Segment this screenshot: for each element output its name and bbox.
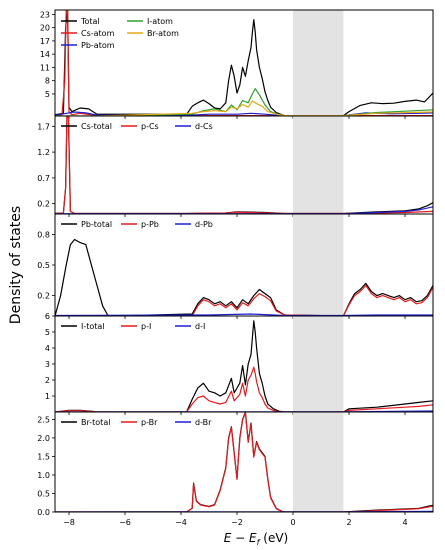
x-tick-label: −4 xyxy=(175,518,187,527)
y-tick-label: 14 xyxy=(40,50,50,59)
series-line-d-pb xyxy=(55,314,433,316)
series-lines xyxy=(55,321,433,412)
panel-5: 0.0 0.5 1.0 1.5 2.0 2.5 −8 −6 −4 −2 0 2 4 Br-total p-B… xyxy=(37,412,433,527)
panel-1: 5 8 11 14 17 20 23 Total Cs-atom Pb-atom I-atom Br-… xyxy=(40,10,433,119)
y-tick-label: 0.2 xyxy=(37,292,50,301)
y-tick-label: 5 xyxy=(45,328,50,337)
y-tick-label: 2 xyxy=(45,376,50,385)
legend-label: d-I xyxy=(195,322,205,331)
legend-label: Br-atom xyxy=(147,29,179,38)
y-tick-label: 20 xyxy=(40,24,50,33)
band-gap-shading xyxy=(293,116,343,214)
series-line-total xyxy=(55,10,433,116)
y-axis-label: Density of states xyxy=(8,206,24,324)
panel-frame xyxy=(55,412,433,512)
legend-label: d-Cs xyxy=(195,122,213,131)
series-line-br-total xyxy=(55,412,433,512)
y-tick-label: 2.5 xyxy=(37,415,50,424)
series-line-i-atom xyxy=(55,89,433,116)
legend-label: Total xyxy=(80,17,100,26)
legend-label: Cs-total xyxy=(81,122,112,131)
y-tick-label: 5 xyxy=(45,90,50,99)
legend-label: p-Pb xyxy=(141,220,159,229)
legend: Total Cs-atom Pb-atom I-atom Br-atom xyxy=(61,17,179,50)
band-gap-shading xyxy=(293,316,343,412)
series-lines xyxy=(55,10,433,116)
series-lines xyxy=(55,412,433,512)
series-line-p-br xyxy=(55,413,433,512)
legend-label: I-total xyxy=(81,322,105,331)
panels-group: 581114172023TotalCs-atomPb-atomI-atomBr-… xyxy=(37,10,433,527)
panel-4: 1 2 3 4 5 6 I-total p-I d-I xyxy=(45,312,433,415)
panel-2: 0.2 0.7 1.2 1.7 Cs-total p-Cs d-Cs xyxy=(37,116,433,217)
legend: Cs-total p-Cs d-Cs xyxy=(61,122,213,131)
y-tick-label: 0.5 xyxy=(37,261,50,270)
y-tick-label: 1 xyxy=(45,392,50,401)
y-tick-label: 2.0 xyxy=(37,434,50,443)
x-tick-label: −2 xyxy=(231,518,243,527)
legend-label: p-I xyxy=(141,322,151,331)
band-gap-shading xyxy=(293,10,343,116)
y-tick-label: 8 xyxy=(45,77,50,86)
y-tick-label: 6 xyxy=(45,312,50,321)
legend-label: Cs-atom xyxy=(81,29,115,38)
legend-label: p-Cs xyxy=(141,122,159,131)
series-line-pb-total xyxy=(55,240,433,317)
band-gap-shading xyxy=(293,412,343,512)
legend-label: Pb-total xyxy=(81,220,112,229)
y-tick-label: 1.0 xyxy=(37,471,50,480)
legend: I-total p-I d-I xyxy=(61,322,205,331)
y-tick-label: 0.7 xyxy=(37,174,50,183)
legend: Br-total p-Br d-Br xyxy=(61,418,212,427)
legend-label: I-atom xyxy=(147,17,173,26)
x-tick-label: 2 xyxy=(346,518,351,527)
y-tick-label: 0.2 xyxy=(37,200,50,209)
y-tick-label: 23 xyxy=(40,10,50,19)
x-tick-label: 0 xyxy=(290,518,295,527)
series-line-i-total xyxy=(55,321,433,412)
series-lines xyxy=(55,240,433,317)
y-tick-label: 11 xyxy=(40,63,50,72)
legend: Pb-total p-Pb d-Pb xyxy=(61,220,213,229)
panel-frame xyxy=(55,316,433,412)
panel-3: 0.2 0.5 0.8 Pb-total p-Pb d-Pb xyxy=(37,214,433,319)
x-tick-label: −6 xyxy=(119,518,131,527)
y-tick-label: 0.5 xyxy=(37,489,50,498)
legend-label: Br-total xyxy=(81,418,110,427)
legend-label: Pb-atom xyxy=(81,41,115,50)
y-tick-label: 4 xyxy=(45,344,50,353)
y-tick-label: 1.5 xyxy=(37,452,50,461)
y-tick-label: 1.2 xyxy=(37,148,50,157)
series-line-cs-atom xyxy=(55,10,433,116)
y-tick-label: 3 xyxy=(45,360,50,369)
y-tick-label: 0.8 xyxy=(37,230,50,239)
band-gap-shading xyxy=(293,214,343,316)
legend-label: d-Br xyxy=(195,418,212,427)
x-tick-label: 4 xyxy=(402,518,407,527)
x-axis-label: E − Ef (eV) xyxy=(224,531,288,547)
y-tick-label: 1.7 xyxy=(37,122,50,131)
y-tick-label: 17 xyxy=(40,37,50,46)
y-tick-label: 0.0 xyxy=(37,508,50,517)
x-tick-label: −8 xyxy=(63,518,75,527)
legend-label: d-Pb xyxy=(195,220,213,229)
panel-frame xyxy=(55,10,433,116)
legend-label: p-Br xyxy=(141,418,158,427)
